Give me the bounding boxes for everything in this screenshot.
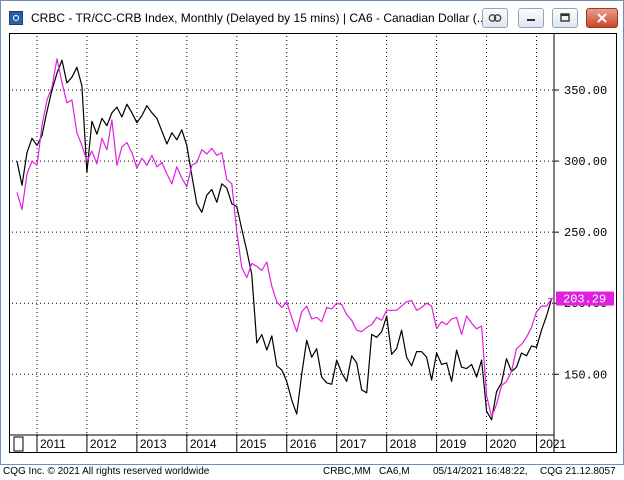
x-tick-label: 2017: [340, 437, 367, 451]
x-tick-label: 2011: [40, 437, 66, 451]
series-group: [16, 58, 553, 421]
app-window: CRBC - TR/CC-CRB Index, Monthly (Delayed…: [0, 0, 624, 465]
restore-icon[interactable]: [552, 8, 578, 28]
x-tick-label: 2014: [190, 437, 217, 451]
x-tick-label: 2013: [140, 437, 167, 451]
x-axis-ticks: 2011 2012 2013 2014 2015 2016 2017 2018 2019 2020…: [13, 434, 567, 452]
series-line-crb: [16, 59, 553, 421]
window-title: CRBC - TR/CC-CRB Index, Monthly (Delayed…: [31, 11, 487, 25]
x-tick-label: 2012: [90, 437, 117, 451]
y-tick-label: 250.00: [564, 226, 607, 240]
link-icon[interactable]: [482, 8, 508, 28]
grid-lines: [10, 34, 555, 452]
title-bar[interactable]: CRBC - TR/CC-CRB Index, Monthly (Delayed…: [1, 1, 623, 33]
y-tick-label: 300.00: [564, 155, 607, 169]
app-icon[interactable]: [9, 11, 23, 25]
series-line-cad: [16, 58, 552, 418]
x-tick-label: 2016: [290, 437, 317, 451]
copyright-text: CQG Inc. © 2021 All rights reserved worl…: [3, 466, 210, 477]
status-datetime: 05/14/2021 16:48:22,: [433, 466, 528, 477]
x-tick-label: 2015: [240, 437, 267, 451]
close-icon[interactable]: [586, 8, 618, 28]
y-tick-label: 150.00: [564, 368, 607, 382]
x-tick-label: 2019: [440, 437, 467, 451]
last-price-label: 203.29: [563, 293, 606, 307]
minimize-icon[interactable]: [518, 8, 544, 28]
status-bar: CQG Inc. © 2021 All rights reserved worl…: [0, 465, 624, 480]
last-price-tag: 203.29: [548, 291, 614, 307]
x-tick-label: 2020: [490, 437, 517, 451]
x-tick-label: 2021: [540, 437, 567, 451]
y-tick-label: 350.00: [564, 84, 607, 98]
x-tick-label: 2018: [390, 437, 417, 451]
status-version: CQG 21.12.8057: [540, 466, 616, 477]
status-symbol-cad: CA6,M: [379, 466, 410, 477]
last-price-box: [556, 291, 614, 306]
status-symbol-crb: CRBC,MM: [323, 466, 371, 477]
scroll-box: [13, 436, 24, 452]
